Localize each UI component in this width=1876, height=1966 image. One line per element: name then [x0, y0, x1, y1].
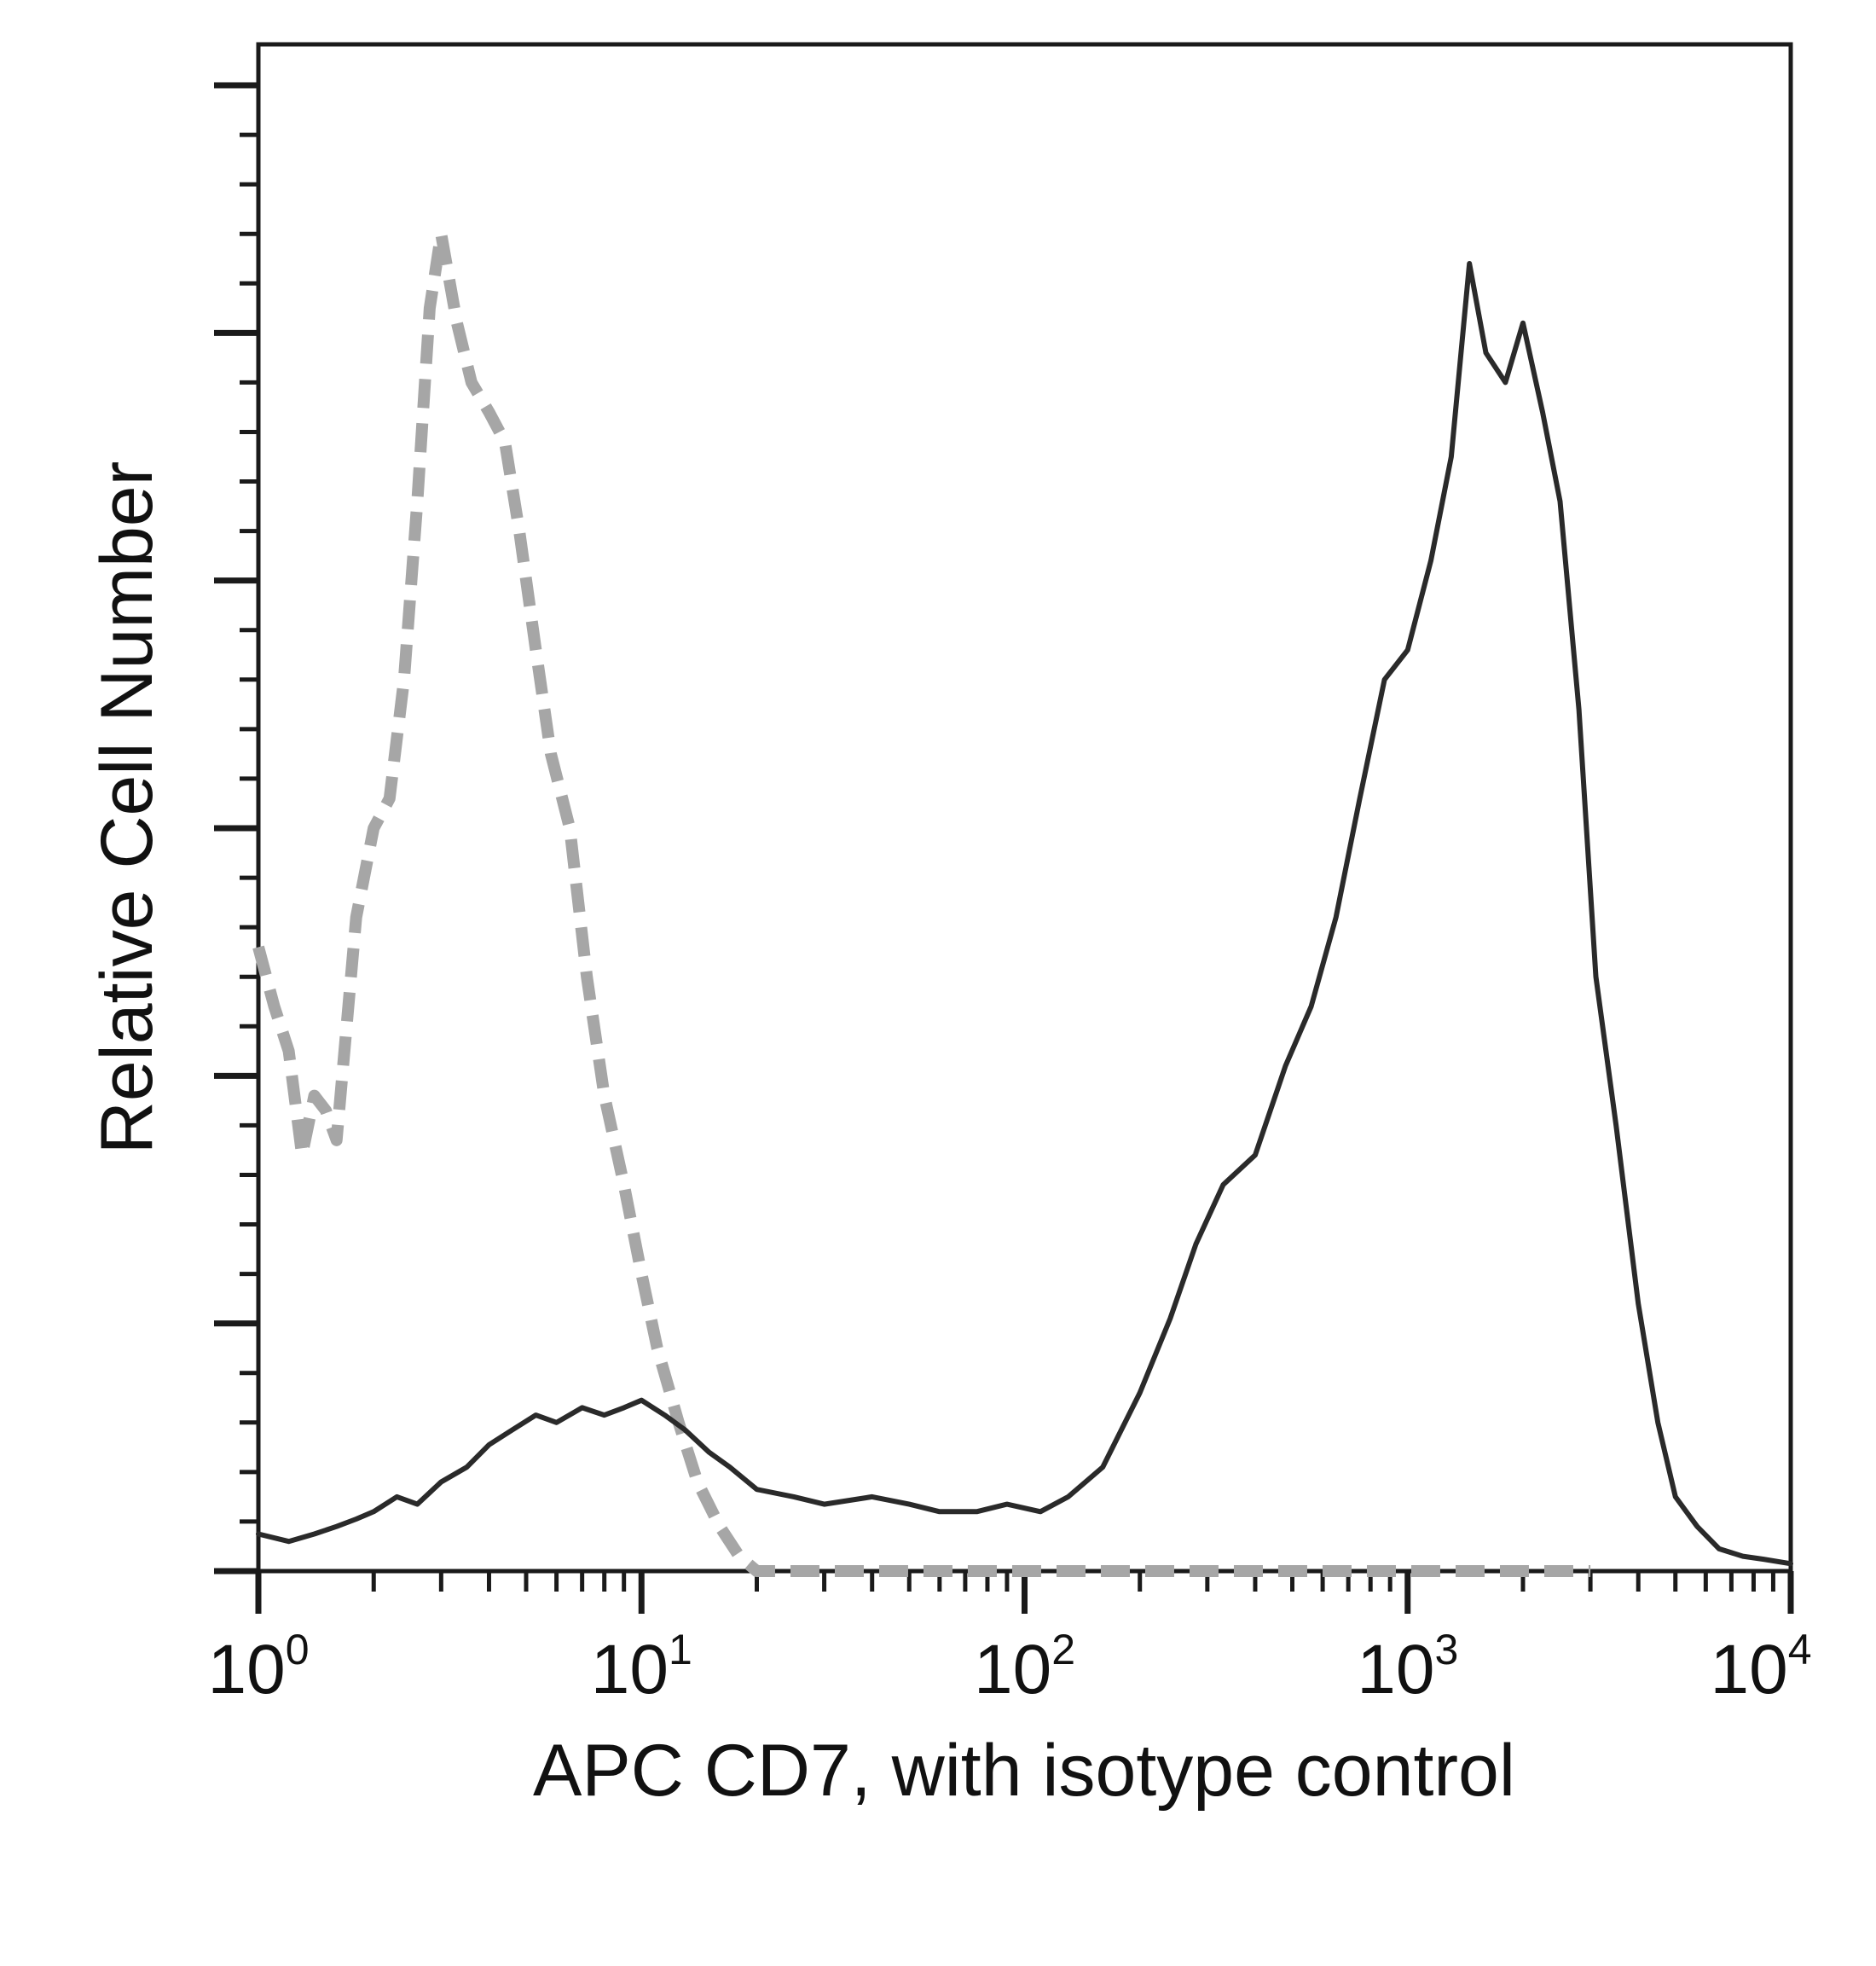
x-tick-label: 101: [591, 1626, 692, 1708]
x-tick-label: 104: [1710, 1626, 1811, 1708]
x-tick-label: 100: [207, 1626, 309, 1708]
series-layer: [252, 228, 1793, 1577]
x-axis-title: APC CD7, with isotype control: [533, 1730, 1515, 1812]
plot-frame: [256, 42, 1793, 1574]
isotype-control-series: [252, 228, 1591, 1577]
x-tick-label: 103: [1357, 1626, 1458, 1708]
x-tick-label: 102: [974, 1626, 1075, 1708]
cd7-series: [256, 261, 1793, 1567]
y-axis-ticks: [214, 82, 258, 1575]
y-axis-title: Relative Cell Number: [86, 461, 168, 1155]
x-axis-ticks: 100 101 102 103 104: [207, 1571, 1812, 1708]
